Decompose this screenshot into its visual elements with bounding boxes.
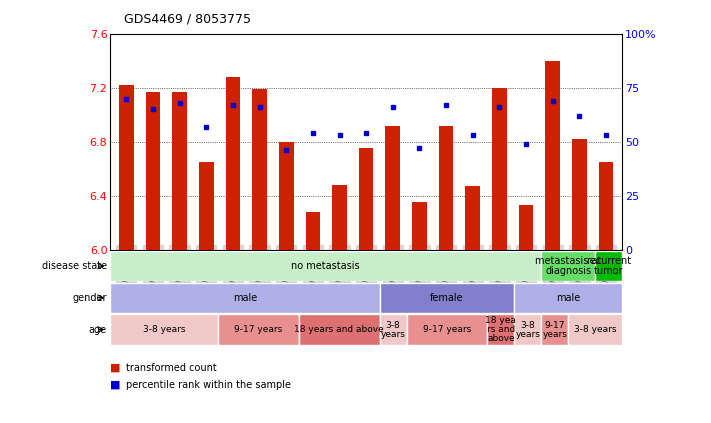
Bar — [385, 126, 400, 250]
Bar — [110, 251, 541, 281]
Bar — [466, 186, 480, 250]
Text: percentile rank within the sample: percentile rank within the sample — [126, 380, 291, 390]
Bar — [541, 251, 595, 281]
Text: 9-17 years: 9-17 years — [423, 325, 471, 334]
Text: female: female — [430, 293, 464, 303]
Bar — [110, 314, 218, 345]
Bar — [110, 283, 380, 313]
Bar — [595, 251, 622, 281]
Text: male: male — [232, 293, 257, 303]
Text: transformed count: transformed count — [126, 363, 217, 373]
Text: age: age — [89, 324, 107, 335]
Text: GDS4469 / 8053775: GDS4469 / 8053775 — [124, 12, 252, 25]
Text: no metastasis: no metastasis — [292, 261, 360, 271]
Text: ■: ■ — [110, 380, 121, 390]
Bar — [225, 77, 240, 250]
Bar — [146, 92, 160, 250]
Bar — [252, 89, 267, 250]
Bar — [514, 283, 622, 313]
Bar — [407, 314, 488, 345]
Text: 18 yea
rs and
above: 18 yea rs and above — [486, 316, 516, 343]
Bar — [218, 314, 299, 345]
Bar — [299, 314, 380, 345]
Bar — [545, 61, 560, 250]
Text: 3-8
years: 3-8 years — [380, 321, 405, 338]
Bar — [488, 314, 514, 345]
Text: 3-8 years: 3-8 years — [143, 325, 186, 334]
Text: 3-8 years: 3-8 years — [574, 325, 616, 334]
Bar — [412, 202, 427, 250]
Text: disease state: disease state — [41, 261, 107, 271]
Bar — [514, 314, 541, 345]
Bar — [380, 283, 514, 313]
Bar — [359, 148, 373, 250]
Bar — [572, 139, 587, 250]
Bar — [541, 314, 568, 345]
Bar — [568, 314, 622, 345]
Text: 3-8
years: 3-8 years — [515, 321, 540, 338]
Text: ■: ■ — [110, 363, 121, 373]
Text: 18 years and above: 18 years and above — [294, 325, 384, 334]
Text: male: male — [556, 293, 580, 303]
Bar — [492, 88, 507, 250]
Bar — [172, 92, 187, 250]
Bar — [199, 162, 213, 250]
Bar — [599, 162, 614, 250]
Bar — [332, 185, 347, 250]
Text: metastasis at
diagnosis: metastasis at diagnosis — [535, 256, 602, 276]
Text: gender: gender — [72, 293, 107, 303]
Bar — [306, 212, 320, 250]
Bar — [519, 205, 533, 250]
Text: 9-17 years: 9-17 years — [234, 325, 282, 334]
Bar — [380, 314, 407, 345]
Bar — [439, 126, 454, 250]
Text: 9-17
years: 9-17 years — [542, 321, 567, 338]
Bar — [119, 85, 134, 250]
Text: recurrent
tumor: recurrent tumor — [586, 256, 631, 276]
Bar — [279, 142, 294, 250]
